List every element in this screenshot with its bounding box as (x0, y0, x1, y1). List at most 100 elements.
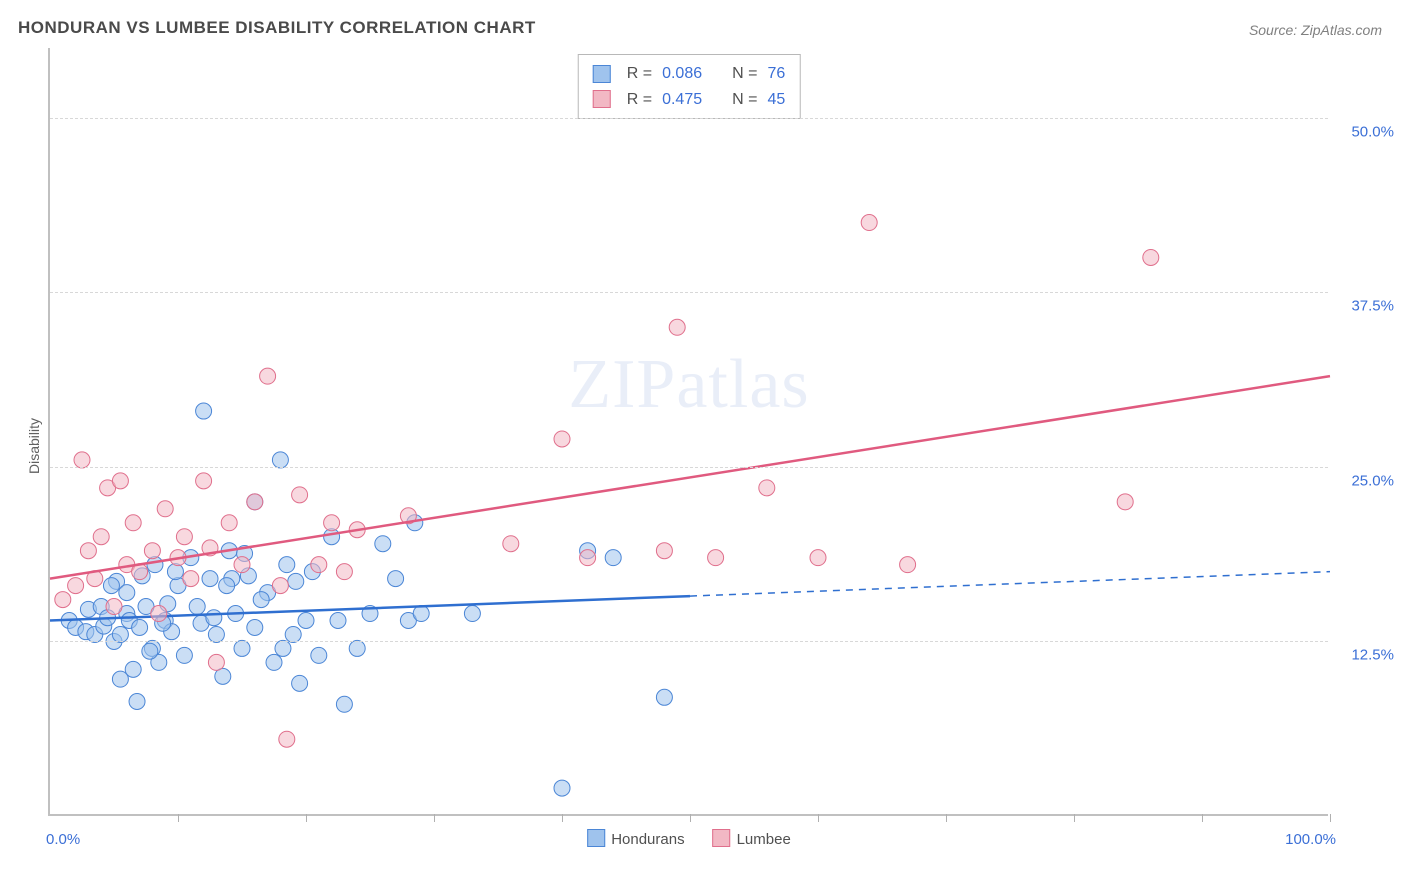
scatter-point (279, 731, 295, 747)
scatter-point (656, 689, 672, 705)
legend-label: Hondurans (611, 831, 684, 848)
scatter-point (208, 626, 224, 642)
stat-n-label: N = (732, 87, 757, 113)
x-tick (178, 814, 179, 822)
scatter-point (580, 550, 596, 566)
scatter-point (388, 571, 404, 587)
scatter-point (554, 780, 570, 796)
scatter-point (125, 515, 141, 531)
stats-row: R = 0.475 N = 45 (593, 87, 786, 113)
scatter-point (176, 529, 192, 545)
legend-swatch (593, 90, 611, 108)
scatter-point (253, 592, 269, 608)
scatter-point (196, 403, 212, 419)
scatter-point (861, 215, 877, 231)
scatter-point (324, 515, 340, 531)
y-axis-label: Disability (26, 418, 42, 474)
x-tick (946, 814, 947, 822)
stats-legend: R = 0.086 N = 76 R = 0.475 N = 45 (578, 54, 801, 119)
scatter-point (55, 592, 71, 608)
stat-n-value: 76 (767, 61, 785, 87)
scatter-point (151, 606, 167, 622)
scatter-point (112, 671, 128, 687)
scatter-point (375, 536, 391, 552)
scatter-point (132, 619, 148, 635)
scatter-point (260, 368, 276, 384)
x-tick (306, 814, 307, 822)
gridline (50, 118, 1328, 119)
scatter-point (129, 693, 145, 709)
scatter-point (147, 557, 163, 573)
scatter-point (74, 452, 90, 468)
scatter-point (196, 473, 212, 489)
x-axis-max-label: 100.0% (1285, 831, 1336, 848)
x-tick (818, 814, 819, 822)
scatter-point (266, 654, 282, 670)
scatter-point (810, 550, 826, 566)
x-tick (1202, 814, 1203, 822)
scatter-point (298, 613, 314, 629)
legend-item: Lumbee (713, 829, 791, 848)
scatter-point (112, 626, 128, 642)
y-tick-label: 25.0% (1334, 472, 1394, 489)
scatter-point (279, 557, 295, 573)
scatter-point (80, 543, 96, 559)
gridline (50, 467, 1328, 468)
scatter-point (336, 696, 352, 712)
scatter-point (234, 557, 250, 573)
scatter-point (157, 501, 173, 517)
legend-swatch (593, 65, 611, 83)
scatter-point (605, 550, 621, 566)
legend-label: Lumbee (737, 831, 791, 848)
scatter-point (68, 578, 84, 594)
scatter-point (247, 494, 263, 510)
scatter-point (330, 613, 346, 629)
trend-line (50, 376, 1330, 578)
stat-r-value: 0.475 (662, 87, 702, 113)
scatter-point (144, 543, 160, 559)
scatter-point (119, 585, 135, 601)
scatter-point (183, 571, 199, 587)
scatter-point (112, 473, 128, 489)
scatter-point (464, 606, 480, 622)
scatter-point (93, 529, 109, 545)
legend-swatch (587, 829, 605, 847)
scatter-point (234, 640, 250, 656)
legend-item: Hondurans (587, 829, 684, 848)
scatter-point (413, 606, 429, 622)
scatter-point (221, 515, 237, 531)
stat-n-label: N = (732, 61, 757, 87)
scatter-point (759, 480, 775, 496)
scatter-point (202, 571, 218, 587)
scatter-point (106, 599, 122, 615)
x-tick (434, 814, 435, 822)
gridline (50, 292, 1328, 293)
stat-r-label: R = (627, 87, 652, 113)
scatter-point (103, 578, 119, 594)
scatter-point (311, 557, 327, 573)
stat-r-label: R = (627, 61, 652, 87)
x-tick (1074, 814, 1075, 822)
stat-n-value: 45 (767, 87, 785, 113)
scatter-point (311, 647, 327, 663)
scatter-point (208, 654, 224, 670)
scatter-point (219, 578, 235, 594)
stat-r-value: 0.086 (662, 61, 702, 87)
scatter-point (285, 626, 301, 642)
scatter-point (669, 319, 685, 335)
scatter-point (1117, 494, 1133, 510)
x-tick (690, 814, 691, 822)
trend-line-dashed (690, 572, 1330, 596)
x-tick (1330, 814, 1331, 822)
scatter-point (167, 564, 183, 580)
scatter-point (206, 610, 222, 626)
y-tick-label: 37.5% (1334, 298, 1394, 315)
scatter-point (349, 640, 365, 656)
scatter-point (189, 599, 205, 615)
scatter-point (900, 557, 916, 573)
plot-svg (50, 48, 1328, 814)
x-axis-min-label: 0.0% (46, 831, 80, 848)
series-legend: Hondurans Lumbee (587, 829, 791, 848)
gridline (50, 641, 1328, 642)
scatter-point (503, 536, 519, 552)
